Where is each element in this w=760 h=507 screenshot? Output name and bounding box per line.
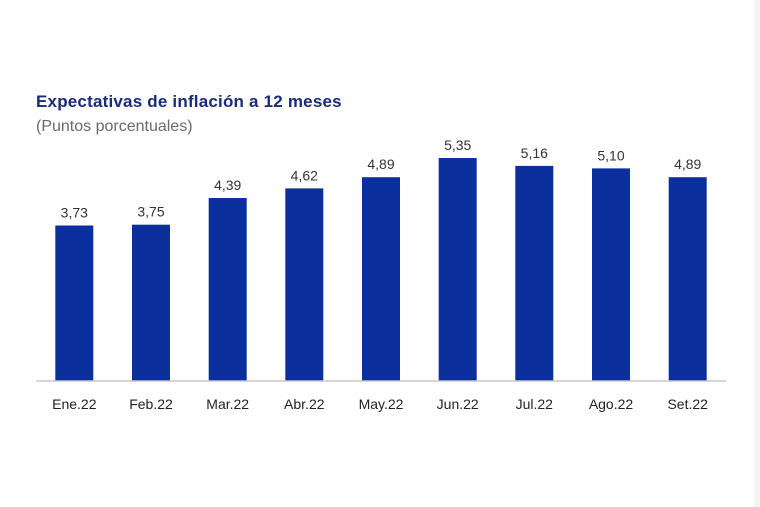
- bar-Ene.22: [55, 225, 94, 381]
- value-label-Ene.22: 3,73: [61, 205, 88, 221]
- value-label-Jul.22: 5,16: [521, 145, 548, 161]
- chart-title: Expectativas de inflación a 12 meses: [36, 92, 342, 111]
- labels-layer: 3,73 Ene.22 3,75 Feb.22 4,39 Mar.22 4,62 Abr.22…: [52, 137, 708, 412]
- category-label-Ene.22: Ene.22: [52, 396, 97, 412]
- value-label-Abr.22: 4,62: [291, 167, 318, 183]
- page-edge-strip: [754, 0, 760, 507]
- bars-layer: [55, 158, 707, 381]
- category-label-Ago.22: Ago.22: [589, 396, 634, 412]
- value-label-Feb.22: 3,75: [137, 204, 164, 220]
- bar-Mar.22: [208, 198, 247, 381]
- value-label-Jun.22: 5,35: [444, 137, 471, 153]
- value-label-Ago.22: 5,10: [597, 147, 624, 163]
- bar-Jul.22: [515, 165, 554, 381]
- bar-May.22: [362, 177, 400, 381]
- bar-Feb.22: [132, 224, 170, 381]
- category-label-Abr.22: Abr.22: [284, 396, 325, 412]
- value-label-Mar.22: 4,39: [214, 177, 241, 193]
- category-label-Mar.22: Mar.22: [206, 396, 249, 412]
- bar-Jun.22: [438, 158, 477, 381]
- category-label-Set.22: Set.22: [667, 396, 708, 412]
- bar-Set.22: [668, 177, 707, 381]
- bar-Ago.22: [592, 168, 630, 381]
- category-label-Jun.22: Jun.22: [437, 396, 479, 412]
- value-label-May.22: 4,89: [367, 156, 394, 172]
- category-label-Feb.22: Feb.22: [129, 396, 173, 412]
- category-label-May.22: May.22: [359, 396, 404, 412]
- bar-Abr.22: [285, 188, 324, 381]
- category-label-Jul.22: Jul.22: [516, 396, 554, 412]
- value-label-Set.22: 4,89: [674, 156, 701, 172]
- chart-subtitle: (Puntos porcentuales): [36, 118, 193, 135]
